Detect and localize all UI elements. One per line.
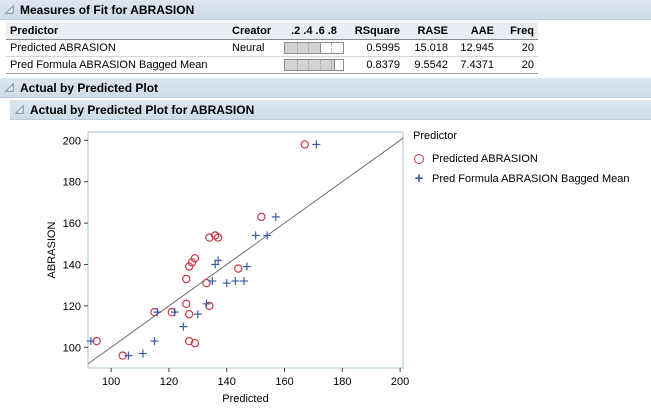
creator-cell: Neural [228,39,280,57]
x-tick-label: 180 [333,376,351,388]
data-point-circle [184,309,194,319]
rsquare-bar-chart [284,59,344,71]
legend-plus-marker-icon: + [414,170,424,187]
section-header-actual-by-predicted-abrasion: Actual by Predicted Plot for ABRASION [10,100,651,120]
legend-title: Predictor [413,130,458,142]
disclosure-triangle-icon[interactable] [4,4,15,15]
col-header-freq: Freq [498,22,538,40]
x-tick-label: 140 [218,376,236,388]
freq-cell: 20 [498,56,538,74]
section-title-measures-of-fit: Measures of Fit for ABRASION [20,2,195,17]
section-title-actual-by-predicted: Actual by Predicted Plot [20,80,159,95]
y-tick-label: 160 [63,218,81,230]
rsquare-bar-fill [285,43,321,53]
col-header-creator: Creator [228,22,280,40]
x-tick-label: 200 [391,376,409,388]
scatter-plot-svg[interactable]: 100 120 140 160 180 200 100 120 140 160 180 200 Pred… [0,122,651,417]
creator-cell [228,56,280,74]
col-header-rase: RASE [404,22,452,40]
rsquare-cell: 0.8379 [348,56,404,74]
col-header-rsquare: RSquare [348,22,404,40]
x-tick-label: 120 [160,376,178,388]
plot-frame [87,131,404,369]
data-point-circle [184,336,194,346]
data-point-circle [184,262,194,271]
identity-reference-line [87,137,404,365]
data-point-circle [190,254,200,263]
legend-item-predicted-abrasion[interactable]: Predicted ABRASION [413,149,629,169]
data-point-circle [182,299,191,309]
col-header-predictor: Predictor [6,22,228,40]
predictor-cell: Pred Formula ABRASION Bagged Mean [6,56,228,74]
col-header-rsquare-scale: .2 .4 .6 .8 [280,22,348,40]
data-point-circle [190,338,200,348]
data-point-circle [187,258,197,267]
table-row[interactable]: Pred Formula ABRASION Bagged Mean 0.8379… [6,56,538,74]
legend-item-label: Predicted ABRASION [432,153,538,165]
disclosure-triangle-icon[interactable] [14,104,25,115]
y-tick-label: 100 [63,342,81,354]
data-point-circle [213,233,223,242]
y-tick-label: 180 [63,177,81,189]
freq-cell: 20 [498,39,538,57]
aae-cell: 7.4371 [452,56,498,74]
rase-cell: 9.5542 [404,56,452,74]
legend-item-bagged-mean[interactable]: + Pred Formula ABRASION Bagged Mean [413,169,630,189]
table-header-row: Predictor Creator .2 .4 .6 .8 RSquare RA… [6,22,538,40]
disclosure-triangle-icon[interactable] [4,82,15,93]
y-tick-label: 140 [63,259,81,271]
legend-item-label: Pred Formula ABRASION Bagged Mean [432,173,630,185]
section-header-measures-of-fit: Measures of Fit for ABRASION [0,0,651,20]
plot-legend: Predictor Predicted ABRASION + Pred Form… [413,130,629,189]
rsquare-bar-fill [285,60,335,70]
data-point-circle [205,233,214,242]
legend-circle-marker-icon [414,154,424,164]
data-point-circle [205,301,214,311]
table-row[interactable]: Predicted ABRASION Neural 0.5995 15.018 … [6,39,538,57]
y-tick-label: 200 [63,135,81,147]
data-point-circle [202,278,211,288]
predictor-cell: Predicted ABRASION [6,39,228,57]
rase-cell: 15.018 [404,39,452,57]
data-point-circle [234,264,243,273]
section-title-actual-by-predicted-abrasion: Actual by Predicted Plot for ABRASION [30,102,255,117]
x-axis-label: Predicted [222,393,268,405]
measures-of-fit-table: Predictor Creator .2 .4 .6 .8 RSquare RA… [6,22,538,74]
y-tick-label: 120 [63,301,81,313]
rsquare-bar-cell [280,39,348,57]
y-axis-label: ABRASION [46,222,58,279]
section-header-actual-by-predicted: Actual by Predicted Plot [0,78,651,98]
data-point-circle [300,140,309,149]
x-tick-label: 160 [275,376,293,388]
rsquare-bar-cell [280,56,348,74]
data-point-circle [182,274,191,284]
x-tick-label: 100 [102,376,120,388]
rsquare-bar-chart [284,42,344,54]
aae-cell: 12.945 [452,39,498,57]
data-point-circle [257,212,266,222]
rsquare-cell: 0.5995 [348,39,404,57]
col-header-aae: AAE [452,22,498,40]
